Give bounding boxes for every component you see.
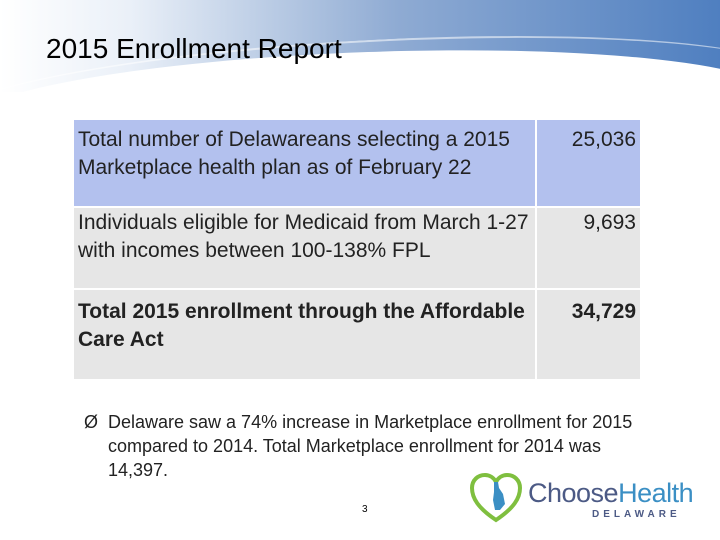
delaware-heart-icon (469, 472, 523, 523)
row-value: 9,693 (535, 206, 640, 289)
row-label: Individuals eligible for Medicaid from M… (74, 206, 536, 289)
page-number: 3 (362, 504, 368, 515)
table-row: Individuals eligible for Medicaid from M… (74, 206, 640, 289)
arrow-bullet-icon: Ø (84, 412, 99, 432)
bullet-item: Ø Delaware saw a 74% increase in Marketp… (84, 410, 644, 482)
enrollment-table: Total number of Delawareans selecting a … (74, 120, 640, 379)
logo-word-choose: Choose (528, 478, 619, 508)
page-title: 2015 Enrollment Report (46, 33, 342, 64)
table-row-total: Total 2015 enrollment through the Afford… (74, 288, 640, 379)
logo-wordmark: ChooseHealth (528, 478, 694, 509)
row-label: Total 2015 enrollment through the Afford… (74, 288, 536, 379)
row-value: 25,036 (535, 120, 640, 207)
bullet-text: Delaware saw a 74% increase in Marketpla… (108, 412, 633, 480)
row-label: Total number of Delawareans selecting a … (74, 120, 536, 207)
table-row: Total number of Delawareans selecting a … (74, 120, 640, 207)
header-banner (0, 0, 720, 187)
logo-word-health: Health (618, 478, 694, 508)
choosehealth-logo: ChooseHealth DELAWARE (468, 470, 704, 526)
logo-subtitle: DELAWARE (592, 509, 681, 520)
row-value: 34,729 (535, 288, 640, 379)
